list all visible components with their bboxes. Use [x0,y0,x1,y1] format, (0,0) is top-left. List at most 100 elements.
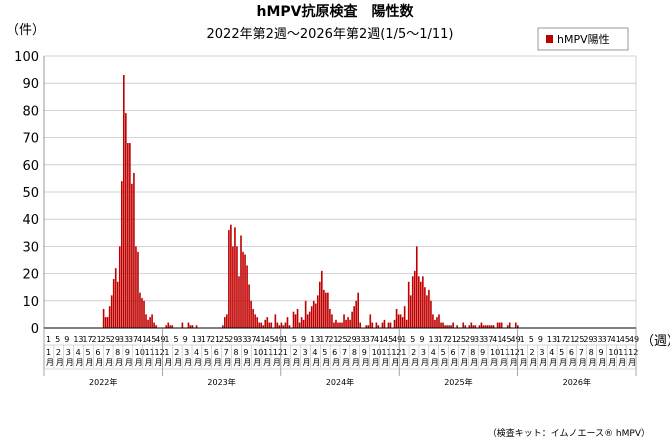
week-tick-label: 9 [64,335,69,344]
week-tick-label: 17 [556,335,566,344]
month-tick-label: 4 [549,348,554,357]
month-tick-label-suffix: 月 [480,358,488,367]
bar [284,322,287,328]
month-tick-label: 3 [303,348,308,357]
month-tick-label-suffix: 月 [105,358,113,367]
bar [395,308,398,328]
bar [403,306,406,328]
week-tick-label: 13 [73,335,83,344]
week-tick-label: 49 [510,335,520,344]
month-tick-label-suffix: 月 [243,358,251,367]
bar [234,227,236,328]
month-tick-label: 4 [76,348,81,357]
bar [282,325,285,328]
bar [359,322,362,328]
bar [260,322,263,328]
bar [389,322,392,328]
bar [296,308,299,328]
bar [280,322,283,328]
week-tick-label: 37 [365,335,375,344]
bar [345,319,347,328]
week-tick-label: 9 [183,335,188,344]
bar [397,314,400,328]
bar [191,325,194,328]
legend-label: hMPV陽性 [557,32,610,46]
bar [321,270,323,328]
week-tick-label: 17 [319,335,329,344]
month-tick-label-suffix: 月 [579,358,587,367]
bar [415,246,418,328]
month-tick-label-suffix: 月 [342,358,350,367]
bar [383,319,386,328]
bar [357,292,359,328]
week-tick-label: 41 [255,335,265,344]
week-tick-label: 25 [219,335,229,344]
y-tick-label: 0 [31,322,39,337]
bar [377,325,380,328]
week-tick-label: 41 [137,335,147,344]
week-tick-label: 33 [474,335,484,344]
month-tick-label: 5 [441,348,446,357]
month-tick-label-suffix: 月 [470,358,478,367]
month-tick-label: 5 [322,348,327,357]
month-tick-label: 12 [273,348,283,357]
week-tick-label: 9 [538,335,543,344]
bar [399,314,402,328]
week-tick-label: 25 [337,335,347,344]
week-tick-label: 49 [629,335,639,344]
bar [242,251,244,328]
bar [254,314,256,328]
bar [456,325,458,328]
month-tick-label: 1 [283,348,288,357]
week-tick-label: 25 [101,335,111,344]
month-tick-label: 8 [589,348,594,357]
month-tick-label-suffix: 月 [618,358,626,367]
week-tick-label: 33 [592,335,602,344]
legend-box [537,27,629,51]
bar [492,325,495,328]
bar [288,325,291,328]
week-tick-label: 29 [228,335,238,344]
week-tick-label: 9 [419,335,424,344]
bar [424,287,426,328]
bar [452,322,454,328]
bar [349,319,351,328]
month-tick-label-suffix: 月 [322,358,330,367]
bar [171,325,174,328]
week-tick-label: 29 [110,335,120,344]
y-tick-label: 10 [22,295,39,310]
week-tick-label: 45 [383,335,393,344]
month-tick-label-suffix: 月 [66,358,74,367]
bar [116,281,119,328]
bar [230,224,232,328]
month-tick-label: 8 [233,348,238,357]
bar [278,325,281,328]
bar [244,254,246,328]
month-tick-label: 2 [293,348,298,357]
legend-swatch [546,35,553,43]
month-tick-label-suffix: 月 [362,358,370,367]
week-tick-label: 9 [301,335,306,344]
bar [329,308,331,328]
bar [498,322,501,328]
month-tick-label-suffix: 月 [283,358,291,367]
month-tick-label: 1 [401,348,406,357]
bar [405,319,408,328]
bar [438,314,440,328]
bar [118,246,121,328]
month-tick-label: 10 [372,348,382,357]
bar [434,319,436,328]
bar [367,325,370,328]
month-tick-label-suffix: 月 [293,358,301,367]
week-tick-label: 13 [310,335,320,344]
chart-subtitle: 2022年第2週～2026年第2週(1/5～1/11) [207,27,454,42]
month-tick-label: 10 [253,348,263,357]
month-tick-label: 5 [85,348,90,357]
week-tick-label: 21 [565,335,575,344]
y-unit-label: （件） [6,23,45,38]
month-tick-label: 8 [470,348,475,357]
year-label: 2024年 [326,377,354,387]
bar [252,308,254,328]
bar [151,314,153,328]
week-tick-label: 21 [92,335,102,344]
